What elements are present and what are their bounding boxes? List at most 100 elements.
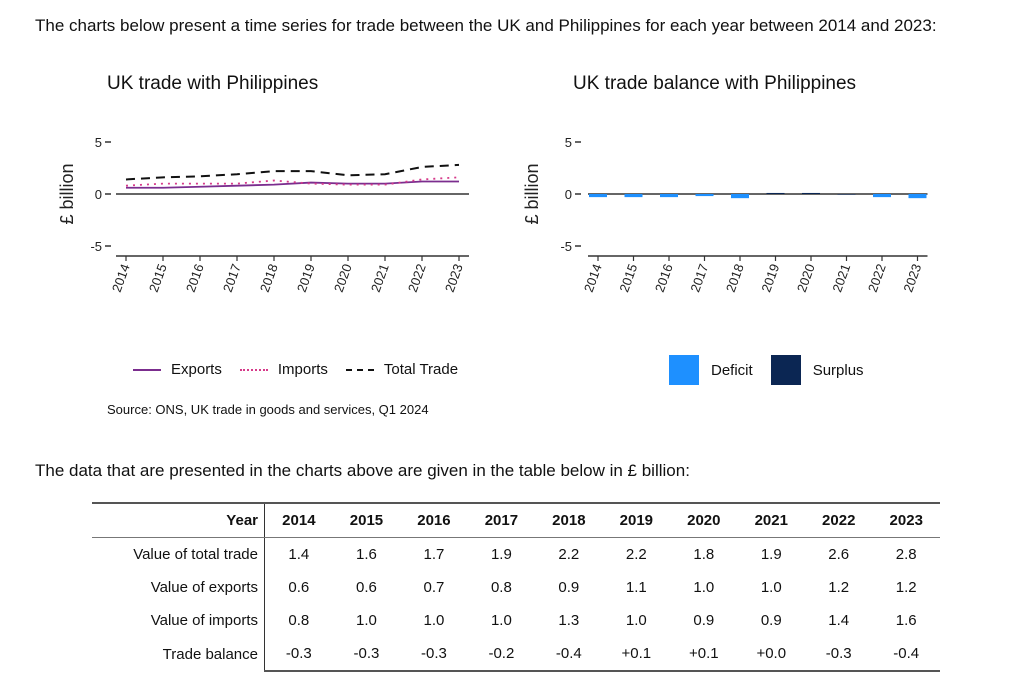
x-tick-label: 2020	[794, 262, 818, 294]
table-cell: 1.4	[828, 612, 850, 629]
year-column-header: 2020	[670, 502, 738, 538]
x-tick-label: 2018	[257, 262, 281, 294]
balance-bar	[589, 194, 607, 198]
table-cell: 1.3	[558, 612, 580, 629]
legend-item: Exports	[133, 361, 222, 378]
trade-balance-bar-chart: £ billion 5 0 -5 2014 2015 2016 2017 2018 2019 202…	[522, 135, 928, 294]
table-cell: 0.9	[693, 612, 715, 629]
balance-bar	[624, 194, 643, 198]
table-header-row: Year 2014 2015 2016 2017 2018 2019 2020 2021 202…	[92, 502, 940, 538]
year-column-header: 2018	[535, 502, 603, 538]
table-cell: 0.6	[356, 579, 377, 596]
x-tick-label: 2022	[865, 262, 889, 294]
balance-bar	[660, 194, 678, 198]
table-cell: 0.8	[490, 579, 512, 596]
table-intro-text: The data that are presented in the chart…	[35, 461, 690, 480]
y-tick-label: -5	[560, 239, 572, 254]
table-cell: 1.9	[760, 546, 782, 563]
legend-label: Total Trade	[383, 361, 459, 378]
balance-bar	[908, 194, 927, 199]
legend-swatch	[239, 368, 268, 371]
x-tick-label: 2021	[829, 262, 853, 294]
x-tick-label: 2019	[294, 262, 318, 294]
table-cell: 1.8	[693, 546, 715, 563]
table-row: Value of imports 0.8 1.0 1.0 1.0 1.3 1.0 0.9 0.9…	[92, 604, 940, 637]
table-cell: 1.4	[288, 546, 310, 563]
x-tick-label: 2016	[652, 262, 676, 294]
x-tick-label: 2014	[109, 262, 133, 294]
line-chart-legend: Exports Imports Total Trade	[133, 361, 476, 378]
table-cell: 1.0	[490, 612, 512, 629]
bar-chart-legend: Deficit Surplus	[669, 355, 882, 385]
year-column-header: 2014	[264, 502, 333, 538]
y-axis-label: £ billion	[57, 163, 77, 224]
table-cell: 2.2	[625, 546, 647, 563]
legend-item: Imports	[239, 361, 328, 378]
x-tick-label: 2023	[442, 262, 466, 294]
year-column-header: 2017	[467, 502, 536, 538]
balance-bar	[731, 194, 749, 199]
legend-swatch	[133, 368, 161, 371]
table-cell: 1.0	[693, 579, 715, 596]
year-column-header: 2016	[400, 502, 468, 538]
legend-item: Surplus	[770, 355, 864, 385]
legend-item: Total Trade	[345, 361, 459, 378]
y-tick-label: 0	[95, 187, 102, 202]
table-cell: -0.3	[400, 637, 468, 672]
x-tick-label: 2022	[405, 262, 429, 294]
y-tick-label: -5	[90, 239, 102, 254]
x-tick-label: 2015	[146, 262, 170, 294]
year-column-header: 2015	[332, 502, 401, 538]
table-body: Value of total trade 1.4 1.6 1.7 1.9 2.2 2.2 1.…	[92, 537, 940, 672]
x-tick-label: 2017	[687, 262, 711, 294]
table-cell: 2.2	[558, 546, 580, 563]
legend-label: Deficit	[711, 361, 753, 379]
table-cell: 1.2	[895, 579, 917, 596]
trade-line-chart: £ billion 5 0 -5 2014 2015 2016 2017 2018 2019 202…	[57, 135, 469, 294]
x-tick-label: 2014	[581, 262, 605, 294]
row-label: Value of imports	[92, 604, 265, 637]
table-cell: +0.0	[737, 637, 805, 672]
chart2-title: UK trade balance with Philippines	[573, 73, 857, 94]
table-cell: 1.6	[895, 612, 917, 629]
table-cell: 1.2	[828, 579, 850, 596]
y-axis-label: £ billion	[522, 163, 542, 224]
table-cell: -0.4	[535, 637, 603, 672]
source-note: Source: ONS, UK trade in goods and servi…	[107, 402, 429, 417]
table-cell: -0.4	[872, 637, 940, 672]
balance-bar	[695, 194, 714, 197]
row-label: Value of exports	[92, 571, 265, 604]
table-cell: 0.8	[288, 612, 310, 629]
x-tick-label: 2016	[183, 262, 207, 294]
legend-swatch	[770, 355, 801, 385]
chart1-title: UK trade with Philippines	[107, 73, 319, 94]
series-line-total-trade	[125, 163, 460, 181]
balance-bar	[766, 192, 785, 194]
table-cell: 1.0	[625, 612, 647, 629]
table-row: Value of total trade 1.4 1.6 1.7 1.9 2.2 2.2 1.…	[92, 537, 940, 571]
table-cell: 1.0	[423, 612, 445, 629]
x-tick-label: 2021	[368, 262, 392, 294]
legend-label: Exports	[171, 361, 222, 378]
y-tick-label: 5	[95, 135, 102, 150]
table-cell: 1.0	[760, 579, 782, 596]
balance-bar	[837, 194, 856, 195]
table-row: Trade balance -0.3 -0.3 -0.3 -0.2 -0.4 +0.1 +0.…	[92, 637, 940, 672]
x-tick-label: 2023	[900, 262, 924, 294]
table-cell: -0.2	[467, 637, 536, 672]
table-cell: 1.9	[490, 546, 512, 563]
table-row: Value of exports 0.6 0.6 0.7 0.8 0.9 1.1 1.0 1.0…	[92, 571, 940, 604]
year-header: Year	[92, 502, 265, 538]
legend-item: Deficit	[669, 355, 753, 385]
table-cell: 1.6	[356, 546, 377, 563]
balance-bar	[873, 194, 891, 198]
intro-text: The charts below present a time series f…	[35, 16, 937, 35]
table-cell: 1.0	[356, 612, 377, 629]
row-label: Trade balance	[92, 637, 265, 671]
legend-label: Imports	[277, 361, 328, 378]
table-cell: 2.8	[895, 546, 917, 563]
year-column-header: 2019	[602, 502, 671, 538]
y-tick-label: 5	[565, 135, 572, 150]
x-tick-label: 2015	[616, 262, 640, 294]
row-label: Value of total trade	[92, 537, 265, 571]
